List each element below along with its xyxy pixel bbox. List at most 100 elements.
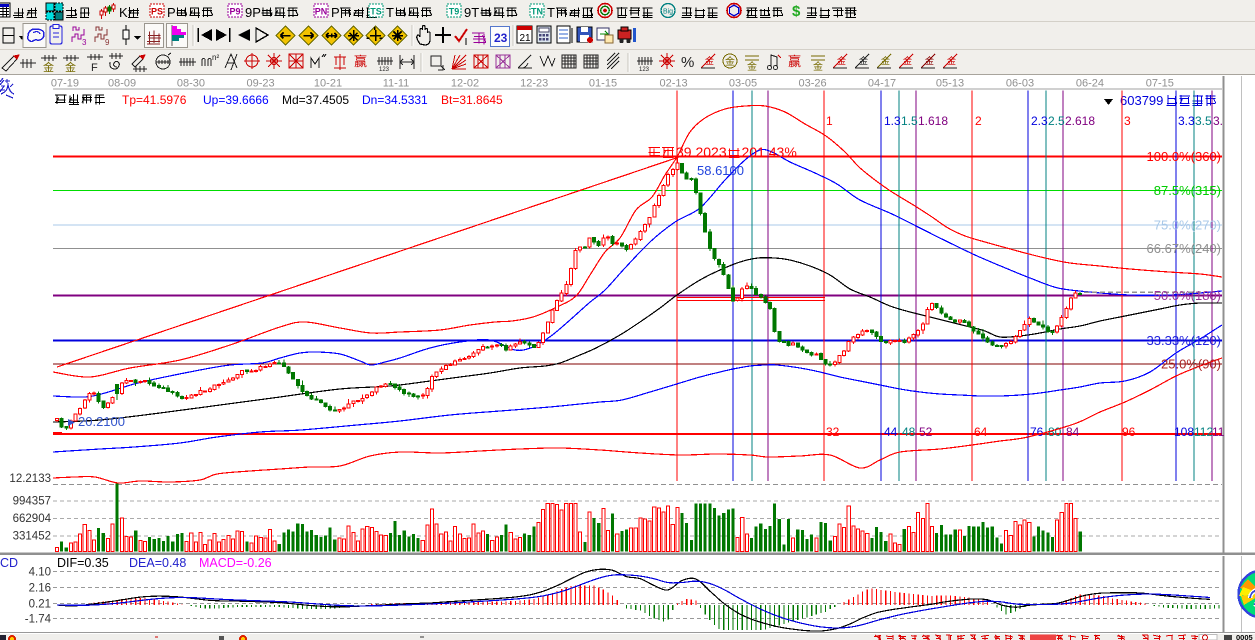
svg-text:DIF=0.35: DIF=0.35	[57, 556, 109, 570]
svg-text:2: 2	[975, 114, 982, 128]
svg-text:603799: 603799	[1120, 93, 1163, 108]
svg-text:1: 1	[826, 114, 833, 128]
svg-text:33.33%(120): 33.33%(120)	[1147, 333, 1221, 348]
svg-text:112: 112	[1194, 425, 1213, 439]
svg-text:0005: 0005	[1236, 633, 1253, 640]
svg-text:05-13: 05-13	[936, 78, 964, 90]
svg-text:金: 金	[903, 55, 912, 66]
svg-text:10-21: 10-21	[314, 78, 342, 90]
svg-text:MACD=-0.26: MACD=-0.26	[199, 556, 272, 570]
svg-text:01-15: 01-15	[589, 78, 617, 90]
svg-text:金: 金	[947, 55, 956, 66]
svg-text:44: 44	[884, 425, 898, 439]
svg-text:08-09: 08-09	[108, 78, 136, 90]
svg-text:2.16: 2.16	[29, 582, 51, 594]
svg-text:n²: n²	[212, 53, 219, 62]
svg-text:金: 金	[747, 60, 757, 73]
svg-text:20.2100: 20.2100	[78, 414, 125, 429]
svg-text:108: 108	[1174, 425, 1194, 439]
svg-text:2.618: 2.618	[1065, 114, 1095, 128]
svg-text:CD: CD	[0, 556, 18, 570]
svg-text:32: 32	[826, 425, 840, 439]
svg-text:1.3: 1.3	[884, 114, 901, 128]
svg-text:48: 48	[902, 425, 916, 439]
svg-text:赢: 赢	[354, 54, 367, 69]
svg-text:11-11: 11-11	[383, 78, 410, 90]
svg-text:21: 21	[520, 33, 532, 44]
svg-text:3.5: 3.5	[1195, 114, 1212, 128]
svg-text:04-17: 04-17	[868, 78, 896, 90]
svg-text:TS: TS	[370, 7, 382, 17]
svg-text:58.6100: 58.6100	[697, 163, 744, 178]
svg-text:3: 3	[82, 38, 87, 47]
svg-text:金: 金	[725, 55, 735, 68]
svg-text:赢: 赢	[788, 54, 801, 69]
svg-text:Tp=41.5976: Tp=41.5976	[122, 93, 187, 107]
svg-text:金: 金	[813, 60, 823, 73]
svg-text:DEA=0.48: DEA=0.48	[129, 556, 186, 570]
svg-text:9: 9	[105, 38, 110, 47]
svg-text:23: 23	[494, 31, 508, 45]
svg-text:T9: T9	[449, 7, 460, 17]
svg-text:T: T	[386, 5, 394, 20]
svg-text:金: 金	[65, 60, 76, 74]
svg-text:66.67%(240): 66.67%(240)	[1147, 241, 1221, 256]
svg-text:金: 金	[705, 55, 714, 66]
svg-text:123: 123	[639, 67, 650, 73]
svg-text:3.3: 3.3	[1178, 114, 1195, 128]
svg-text:100.0%(360): 100.0%(360)	[1147, 149, 1221, 164]
svg-text:T: T	[547, 5, 555, 20]
svg-text:PS: PS	[151, 7, 163, 17]
svg-text:12.2133: 12.2133	[9, 473, 51, 485]
svg-text:3.: 3.	[1213, 114, 1223, 128]
svg-text:994357: 994357	[13, 496, 51, 508]
svg-text:201.43%: 201.43%	[742, 144, 797, 160]
svg-text:84: 84	[1066, 425, 1080, 439]
svg-text:25.0%(90): 25.0%(90)	[1161, 357, 1221, 372]
svg-text:11: 11	[1212, 425, 1225, 439]
svg-text:87.5%(315): 87.5%(315)	[1154, 183, 1221, 198]
svg-text:P: P	[167, 5, 176, 20]
svg-text:Bt=31.8645: Bt=31.8645	[441, 93, 503, 107]
svg-text:12-02: 12-02	[451, 78, 479, 90]
svg-text:金: 金	[859, 55, 868, 66]
svg-text:K: K	[119, 5, 128, 20]
svg-text:Up=39.6666: Up=39.6666	[203, 93, 269, 107]
svg-text:06-03: 06-03	[1006, 78, 1034, 90]
svg-text:06-24: 06-24	[1076, 78, 1104, 90]
svg-text:Dn=34.5331: Dn=34.5331	[362, 93, 428, 107]
svg-text:07-15: 07-15	[1146, 78, 1174, 90]
svg-text:39.2023: 39.2023	[676, 144, 727, 160]
svg-text:PN: PN	[315, 7, 328, 17]
svg-text:$: $	[792, 3, 801, 20]
svg-text:76: 76	[1030, 425, 1044, 439]
svg-text:金: 金	[837, 55, 846, 66]
svg-text:1.5: 1.5	[901, 114, 918, 128]
svg-text:P: P	[331, 5, 340, 20]
svg-text:TN: TN	[531, 7, 543, 17]
svg-text:%: %	[681, 54, 694, 71]
svg-text:03-05: 03-05	[729, 78, 757, 90]
svg-text:662904: 662904	[13, 513, 52, 525]
svg-text:F: F	[91, 62, 98, 74]
svg-text:64: 64	[974, 425, 988, 439]
svg-text:Md=37.4505: Md=37.4505	[282, 93, 349, 107]
svg-text:金: 金	[43, 60, 54, 74]
svg-text:96: 96	[1122, 425, 1136, 439]
svg-text:P9: P9	[229, 7, 240, 17]
svg-text:123: 123	[379, 67, 390, 73]
svg-text:331452: 331452	[13, 530, 51, 542]
svg-text:9P: 9P	[245, 5, 261, 20]
svg-text:金: 金	[925, 55, 934, 66]
svg-text:03-26: 03-26	[799, 78, 827, 90]
svg-text:0.21: 0.21	[29, 598, 51, 610]
svg-text:3: 3	[1124, 114, 1131, 128]
svg-text:-1.74: -1.74	[25, 613, 52, 625]
svg-text:52: 52	[919, 425, 933, 439]
svg-text:09-23: 09-23	[247, 78, 275, 90]
svg-text:75.0%(270): 75.0%(270)	[1154, 218, 1221, 233]
svg-text:金: 金	[881, 55, 890, 66]
svg-text:07-19: 07-19	[51, 78, 79, 90]
svg-text:2.3: 2.3	[1031, 114, 1048, 128]
svg-text:12-23: 12-23	[520, 78, 548, 90]
